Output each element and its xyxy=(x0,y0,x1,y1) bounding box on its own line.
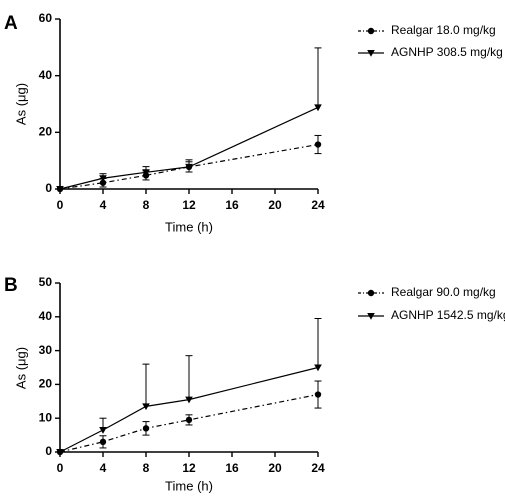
panel-b-y-tick-label: 30 xyxy=(39,343,53,357)
panel-a-series-2-point xyxy=(185,163,193,171)
panel-a-series-2-point xyxy=(99,175,107,183)
panel-b-y-tick-label: 20 xyxy=(39,377,53,391)
panel-a-series-1-point xyxy=(99,179,107,186)
panel-a-x-tick-label: 0 xyxy=(57,198,64,212)
panel-a-y-tick-label: 0 xyxy=(45,181,52,195)
panel-b-series-2-point xyxy=(142,403,150,411)
panel-a-x-tick-label: 24 xyxy=(311,198,325,212)
panel-a-series-1-line xyxy=(59,143,319,190)
panel-a-y-tick-label: 20 xyxy=(39,125,53,139)
panel-a-y-tick-label: 60 xyxy=(39,11,53,25)
panel-b-series-1-legend-marker xyxy=(367,289,375,297)
panel-b-series-1-point xyxy=(185,416,193,424)
panel-a-x-tick-label: 8 xyxy=(143,198,150,212)
panel-b-series-1-point xyxy=(142,425,150,432)
panel-b-y-tick-label: 50 xyxy=(39,275,53,289)
panel-a-series-1-legend-marker xyxy=(367,27,375,35)
panel-b-x-tick-label: 24 xyxy=(311,461,325,475)
panel-b-series-2-point xyxy=(185,396,193,404)
panel-a-x-tick-label: 4 xyxy=(100,198,107,212)
panel-a-y-tick-label: 40 xyxy=(39,68,53,82)
panel-b-x-tick-label: 4 xyxy=(100,461,107,475)
panel-a-series-2-point xyxy=(314,104,322,112)
panel-b-y-tick-label: 10 xyxy=(39,410,53,424)
panel-b-y-tick-label: 0 xyxy=(45,444,52,458)
panel-a-x-tick-label: 12 xyxy=(182,198,196,212)
panel-b-x-tick-label: 20 xyxy=(268,461,282,475)
panel-b-series-2-point xyxy=(314,364,322,372)
panel-b-label: B xyxy=(4,275,18,296)
panel-b-x-tick-label: 0 xyxy=(57,461,64,475)
panel-b-series-1-point xyxy=(314,391,322,398)
panel-a-label: A xyxy=(4,13,18,34)
panel-a-x-axis-label: Time (h) xyxy=(165,219,213,234)
panel-b-x-tick-label: 8 xyxy=(143,461,150,475)
panel-a-y-axis-label: As (μg) xyxy=(13,83,28,125)
panel-b-x-tick-label: 16 xyxy=(225,461,239,475)
panel-b-x-tick-label: 12 xyxy=(182,461,196,475)
panel-a-series-1-legend-label: Realgar 18.0 mg/kg xyxy=(391,23,496,37)
panel-a-series-2-line xyxy=(59,106,319,190)
panel-b-series-2-legend-marker xyxy=(367,313,375,320)
panel-b-series-2-legend-label: AGNHP 1542.5 mg/kg xyxy=(391,308,505,322)
panel-b-series-2-point xyxy=(99,427,107,434)
panel-a-series-2-legend-marker xyxy=(367,50,375,57)
panel-a-series-2-point xyxy=(142,169,150,177)
panel-b-series-1-point xyxy=(99,438,107,446)
panel-b-y-axis-label: As (μg) xyxy=(13,347,28,389)
panel-a-series-1-point xyxy=(314,141,322,148)
panel-b-series-1-legend-label: Realgar 90.0 mg/kg xyxy=(391,285,496,299)
panel-a-x-tick-label: 16 xyxy=(225,198,239,212)
panel-a-series-2-legend-label: AGNHP 308.5 mg/kg xyxy=(391,45,503,59)
panel-b-y-tick-label: 40 xyxy=(39,309,53,323)
panel-b-series-2-point xyxy=(56,449,64,456)
panel-b-x-axis-label: Time (h) xyxy=(165,478,213,493)
panel-a-x-tick-label: 20 xyxy=(268,198,282,212)
panel-a-series-2-point xyxy=(56,186,64,193)
